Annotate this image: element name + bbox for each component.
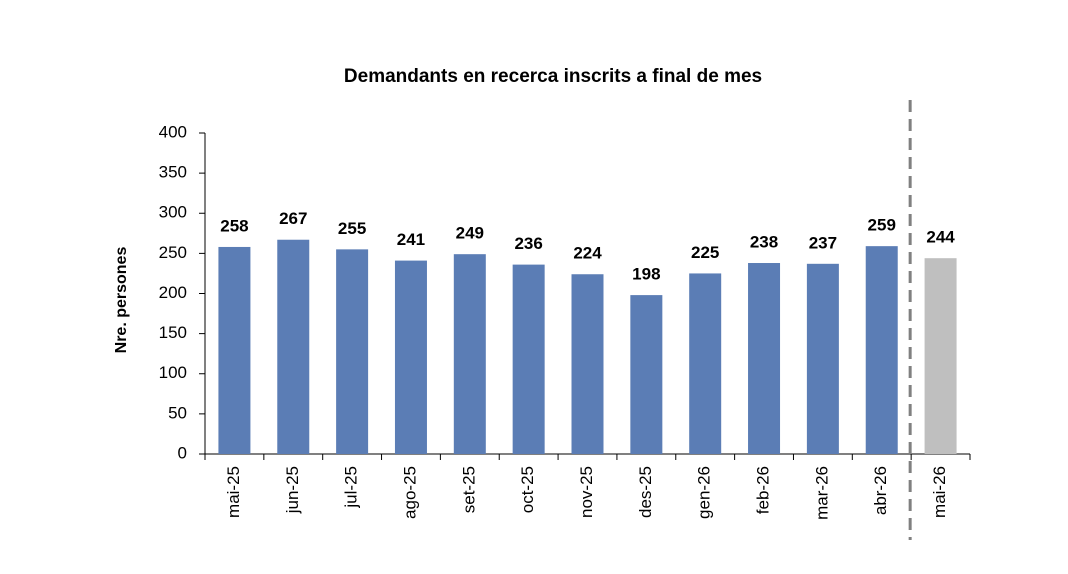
bar xyxy=(512,264,545,454)
x-tick-label: mar-26 xyxy=(812,466,831,520)
value-label: 241 xyxy=(397,230,425,249)
value-label: 198 xyxy=(632,265,660,284)
bar xyxy=(630,295,663,454)
y-tick-label: 150 xyxy=(159,323,187,342)
x-tick-label: des-25 xyxy=(636,466,655,518)
value-label: 224 xyxy=(573,244,602,263)
x-tick-label: jul-25 xyxy=(342,466,361,509)
value-label: 249 xyxy=(456,224,484,243)
bar xyxy=(748,263,781,454)
x-tick-label: oct-25 xyxy=(518,466,537,513)
x-tick-label: nov-25 xyxy=(577,466,596,518)
value-label: 267 xyxy=(279,209,307,228)
x-tick-label: feb-26 xyxy=(754,466,773,514)
bar xyxy=(865,246,898,454)
value-label: 237 xyxy=(809,233,837,252)
y-tick-label: 250 xyxy=(159,243,187,262)
x-tick-label: mai-25 xyxy=(224,466,243,518)
x-tick-label: set-25 xyxy=(459,466,478,513)
value-label: 238 xyxy=(750,232,778,251)
bar xyxy=(394,260,427,454)
y-tick-label: 200 xyxy=(159,283,187,302)
value-label: 236 xyxy=(514,234,542,253)
x-tick-label: mai-26 xyxy=(930,466,949,518)
bar xyxy=(806,263,839,454)
value-label: 225 xyxy=(691,243,719,262)
x-tick-label: abr-26 xyxy=(871,466,890,515)
x-tick-label: ago-25 xyxy=(400,466,419,519)
value-label: 244 xyxy=(926,228,955,247)
bar xyxy=(924,258,957,454)
value-label: 259 xyxy=(868,216,896,235)
y-tick-label: 100 xyxy=(159,363,187,382)
bar xyxy=(336,249,369,454)
chart-title: Demandants en recerca inscrits a final d… xyxy=(344,66,762,87)
bar xyxy=(277,239,310,454)
bar xyxy=(689,273,722,454)
x-tick-label: jun-25 xyxy=(283,466,302,514)
y-axis-label: Nre. persones xyxy=(113,247,130,354)
y-tick-label: 300 xyxy=(159,203,187,222)
bar xyxy=(571,274,604,454)
bar xyxy=(453,254,486,454)
x-tick-label: gen-26 xyxy=(695,466,714,519)
value-label: 258 xyxy=(220,216,248,235)
y-tick-label: 50 xyxy=(168,403,187,422)
bar xyxy=(218,246,251,454)
y-tick-label: 400 xyxy=(159,122,187,141)
value-label: 255 xyxy=(338,219,366,238)
y-tick-label: 0 xyxy=(178,443,187,462)
y-tick-label: 350 xyxy=(159,163,187,182)
